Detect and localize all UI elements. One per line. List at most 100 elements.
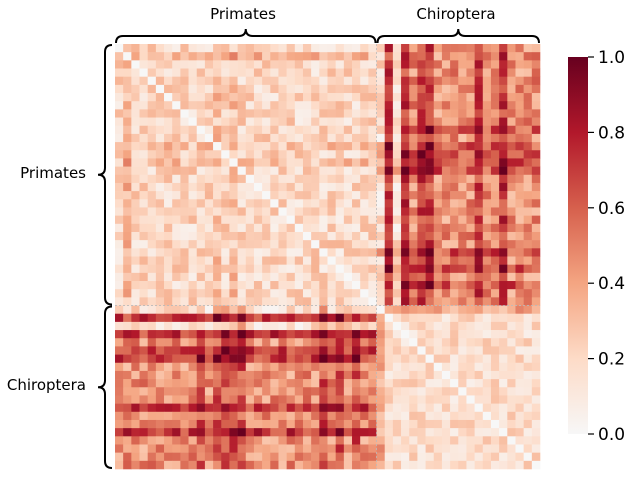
heatmap-cell bbox=[123, 264, 132, 274]
heatmap-cell bbox=[188, 444, 198, 453]
heatmap-cell bbox=[515, 281, 524, 290]
heatmap-cell bbox=[164, 191, 173, 200]
heatmap-cell bbox=[278, 142, 287, 151]
heatmap-cell bbox=[482, 379, 492, 388]
heatmap-cell bbox=[180, 125, 189, 135]
heatmap-cell bbox=[245, 444, 255, 453]
heatmap-cell bbox=[115, 362, 124, 372]
heatmap-cell bbox=[253, 207, 263, 216]
heatmap-cell bbox=[253, 403, 263, 413]
heatmap-cell bbox=[523, 52, 533, 61]
heatmap-cell bbox=[115, 248, 124, 257]
heatmap-cell bbox=[123, 346, 132, 355]
heatmap-cell bbox=[425, 52, 435, 61]
heatmap-cell bbox=[352, 272, 361, 282]
heatmap-cell bbox=[523, 240, 533, 249]
heatmap-cell bbox=[531, 272, 541, 282]
heatmap-cell bbox=[311, 199, 320, 208]
heatmap-cell bbox=[204, 272, 214, 282]
heatmap-cell bbox=[352, 289, 361, 298]
heatmap-cell bbox=[286, 101, 296, 110]
heatmap-cell bbox=[343, 428, 353, 437]
top-group-brackets bbox=[115, 28, 540, 44]
heatmap-cell bbox=[115, 436, 124, 445]
heatmap-cell bbox=[180, 460, 189, 470]
heatmap-cell bbox=[507, 117, 516, 127]
heatmap-cell bbox=[425, 330, 435, 339]
heatmap-cell bbox=[450, 436, 459, 445]
heatmap-cell bbox=[507, 256, 516, 265]
heatmap-cell bbox=[327, 281, 336, 290]
heatmap-cell bbox=[409, 76, 418, 86]
heatmap-cell bbox=[294, 93, 304, 102]
heatmap-cell bbox=[327, 313, 336, 323]
heatmap-cell bbox=[139, 444, 148, 453]
heatmap-cell bbox=[343, 68, 353, 77]
heatmap-cell bbox=[302, 240, 312, 249]
heatmap-cell bbox=[278, 199, 287, 208]
heatmap-cell bbox=[507, 281, 516, 290]
heatmap-cell bbox=[441, 289, 451, 298]
heatmap-cell bbox=[327, 379, 336, 388]
heatmap-cell bbox=[155, 354, 165, 364]
heatmap-cell bbox=[139, 305, 148, 315]
heatmap-cell bbox=[515, 428, 524, 437]
heatmap-cell bbox=[327, 231, 336, 241]
heatmap-cell bbox=[327, 305, 336, 315]
heatmap-cell bbox=[139, 460, 148, 470]
heatmap-cell bbox=[253, 215, 263, 225]
heatmap-cell bbox=[531, 125, 541, 135]
heatmap-cell bbox=[172, 109, 181, 118]
heatmap-cell bbox=[458, 166, 467, 176]
heatmap-cell bbox=[360, 158, 369, 167]
heatmap-cell bbox=[278, 370, 287, 380]
heatmap-cell bbox=[376, 191, 386, 200]
heatmap-cell bbox=[311, 436, 320, 445]
heatmap-cell bbox=[188, 354, 198, 364]
heatmap-cell bbox=[384, 346, 394, 355]
heatmap-cell bbox=[286, 362, 296, 372]
heatmap-cell bbox=[466, 272, 475, 282]
heatmap-cell bbox=[188, 305, 198, 315]
heatmap-cell bbox=[123, 60, 132, 69]
heatmap-cell bbox=[302, 199, 312, 208]
heatmap-cell bbox=[139, 199, 148, 208]
heatmap-cell bbox=[180, 338, 189, 347]
heatmap-cell bbox=[204, 215, 214, 225]
group-divider-lines bbox=[115, 44, 540, 469]
heatmap-cell bbox=[515, 44, 524, 53]
heatmap-cell bbox=[474, 330, 484, 339]
heatmap-cell bbox=[147, 150, 157, 159]
heatmap-cell bbox=[204, 248, 214, 257]
heatmap-cell bbox=[458, 142, 467, 151]
heatmap-cell bbox=[262, 84, 271, 94]
heatmap-cell bbox=[490, 191, 500, 200]
heatmap-cell bbox=[482, 354, 492, 364]
heatmap-cell bbox=[164, 142, 173, 151]
heatmap-cell bbox=[384, 354, 394, 364]
heatmap-cell bbox=[172, 313, 181, 323]
heatmap-cell bbox=[237, 142, 247, 151]
heatmap-cell bbox=[286, 207, 296, 216]
heatmap-cell bbox=[466, 231, 475, 241]
heatmap-cell bbox=[409, 387, 418, 396]
heatmap-cell bbox=[531, 101, 541, 110]
heatmap-cell bbox=[164, 395, 173, 404]
heatmap-cell bbox=[155, 362, 165, 372]
heatmap-cell bbox=[245, 248, 255, 257]
heatmap-cell bbox=[319, 109, 328, 118]
heatmap-cell bbox=[425, 125, 435, 135]
heatmap-cell bbox=[221, 272, 230, 282]
heatmap-cell bbox=[335, 142, 345, 151]
heatmap-cell bbox=[401, 215, 410, 225]
heatmap-cell bbox=[172, 387, 181, 396]
heatmap-cell bbox=[352, 207, 361, 216]
heatmap-cell bbox=[490, 256, 500, 265]
heatmap-cell bbox=[531, 68, 541, 77]
heatmap-cell bbox=[155, 215, 165, 225]
heatmap-cell bbox=[417, 370, 426, 380]
heatmap-cell bbox=[262, 313, 271, 323]
heatmap-cell bbox=[172, 84, 181, 94]
heatmap-cell bbox=[278, 264, 287, 274]
heatmap-cell bbox=[139, 84, 148, 94]
